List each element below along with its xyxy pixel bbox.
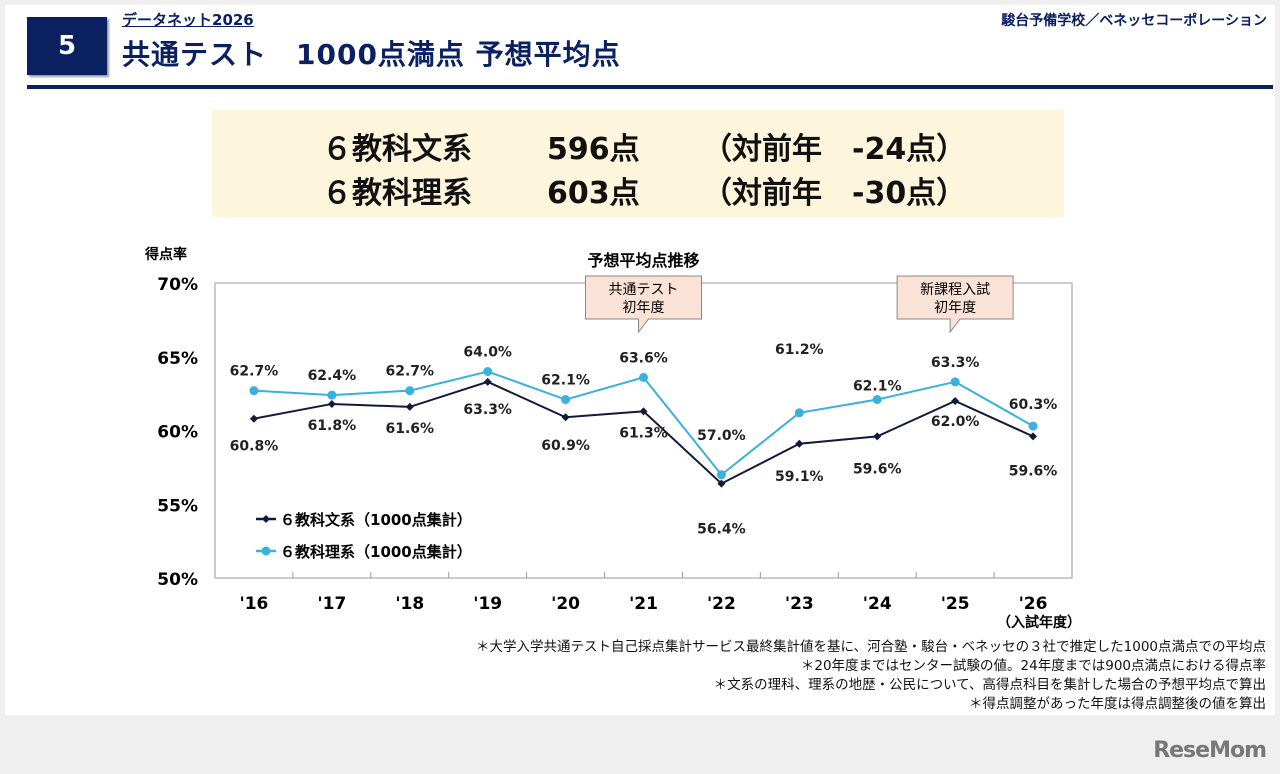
series-line <box>253 370 1034 477</box>
data-point <box>483 367 493 376</box>
data-point <box>483 377 492 386</box>
x-tick-label: '17 <box>317 594 346 614</box>
x-tick-label: '20 <box>551 594 580 614</box>
legend-label: ６教科理系（1000点集計） <box>280 543 472 561</box>
data-point <box>1029 432 1038 441</box>
data-point <box>249 386 259 396</box>
data-point <box>872 395 882 405</box>
summary-diff: （対前年 -30点） <box>702 176 967 211</box>
x-tick-label: '21 <box>629 594 658 614</box>
data-label: 64.0% <box>463 345 512 361</box>
data-point <box>794 408 804 418</box>
data-label: 62.7% <box>230 364 279 380</box>
footnote: ＊文系の理科、理系の地歴・公民について、高得点科目を集計した場合の予想平均点で算… <box>713 677 1266 693</box>
y-axis-label: 得点率 <box>144 246 187 263</box>
annotation-text: 初年度 <box>934 299 976 316</box>
summary-row-science: ６教科理系 603点 （対前年 -30点） <box>322 168 966 212</box>
y-tick-label: 65% <box>157 349 198 369</box>
summary-row-humanities: ６教科文系 596点 （対前年 -24点） <box>322 124 966 168</box>
data-point <box>873 432 882 441</box>
series-label: データネット2026 <box>122 11 254 29</box>
summary-label: ６教科文系 <box>322 132 472 167</box>
chart-title: 予想平均点推移 <box>587 251 699 270</box>
legend-label: ６教科文系（1000点集計） <box>280 511 472 529</box>
data-label: 62.4% <box>308 368 357 384</box>
data-point <box>327 390 337 400</box>
footnote: ＊大学入学共通テスト自己採点集計サービス最終集計値を基に、河合塾・駿台・ベネッセ… <box>476 639 1266 655</box>
data-point <box>639 407 648 416</box>
x-axis-label: （入試年度） <box>997 614 1081 631</box>
summary-label: ６教科理系 <box>322 176 472 211</box>
annotation-text: 初年度 <box>623 299 665 316</box>
footnote: ＊得点調整があった年度は得点調整後の値を算出 <box>969 696 1266 712</box>
legend-marker <box>262 515 270 523</box>
data-label: 62.1% <box>541 373 590 389</box>
annotation-callout <box>896 275 1014 334</box>
page-title: 共通テスト 1000点満点 予想平均点 <box>122 38 621 71</box>
annotation-text: 新課程入試 <box>920 282 990 298</box>
data-label: 63.3% <box>931 355 980 371</box>
summary-score: 603点 <box>547 176 640 211</box>
data-label: 57.0% <box>697 428 746 444</box>
x-tick-label: '16 <box>240 594 269 614</box>
annotation-text: 共通テスト <box>609 282 679 298</box>
data-label: 62.1% <box>853 379 902 395</box>
slide-number: 5 <box>27 17 107 75</box>
footnote: ＊20年度まではセンター試験の値。24年度までは900点満点における得点率 <box>800 658 1266 674</box>
data-point <box>951 397 960 405</box>
summary-score: 596点 <box>547 132 640 167</box>
organization: 駿台予備学校／ベネッセコーポレーション <box>1001 13 1267 29</box>
footnotes: ＊大学入学共通テスト自己採点集計サービス最終集計値を基に、河合塾・駿台・ベネッセ… <box>476 638 1266 714</box>
x-tick-label: '24 <box>863 594 892 614</box>
data-label: 62.0% <box>931 414 980 430</box>
legend-marker <box>261 546 271 556</box>
x-tick-label: '26 <box>1019 594 1048 614</box>
summary-box: ６教科文系 596点 （対前年 -24点） ６教科理系 603点 （対前年 -3… <box>212 110 1064 217</box>
data-label: 59.6% <box>1009 463 1058 479</box>
annotation-callout <box>585 275 702 334</box>
y-tick-label: 60% <box>157 423 198 443</box>
x-tick-label: '18 <box>395 594 424 614</box>
x-tick-label: '19 <box>473 594 502 614</box>
resemom-logo: ReseMom <box>1153 738 1267 763</box>
data-label: 60.9% <box>541 438 590 454</box>
data-point <box>561 413 570 422</box>
data-label: 61.3% <box>619 425 668 441</box>
data-point <box>795 439 804 448</box>
data-point <box>405 402 414 411</box>
data-label: 61.6% <box>385 421 434 437</box>
data-label: 60.8% <box>230 439 279 455</box>
data-point <box>1028 421 1038 431</box>
data-point <box>639 372 648 382</box>
divider <box>27 85 1273 89</box>
data-label: 61.2% <box>775 342 824 358</box>
data-point <box>716 470 726 480</box>
data-label: 63.3% <box>463 402 512 418</box>
x-tick-label: '23 <box>785 594 814 614</box>
y-tick-label: 50% <box>157 570 198 590</box>
data-point <box>561 395 571 405</box>
data-label: 59.6% <box>853 461 902 477</box>
data-label: 62.7% <box>385 364 434 380</box>
data-point <box>717 479 726 488</box>
summary-diff: （対前年 -24点） <box>702 132 967 167</box>
x-tick-label: '22 <box>707 594 736 614</box>
data-label: 59.1% <box>775 469 824 485</box>
data-label: 61.8% <box>308 418 357 434</box>
data-point <box>249 414 258 423</box>
data-label: 63.6% <box>619 350 668 366</box>
x-tick-label: '25 <box>941 594 970 614</box>
y-tick-label: 70% <box>157 275 198 295</box>
data-point <box>950 377 960 387</box>
y-tick-label: 55% <box>157 496 198 516</box>
data-label: 56.4% <box>697 522 746 538</box>
data-label: 60.3% <box>1009 397 1058 413</box>
data-point <box>405 386 415 396</box>
data-point <box>327 399 336 408</box>
